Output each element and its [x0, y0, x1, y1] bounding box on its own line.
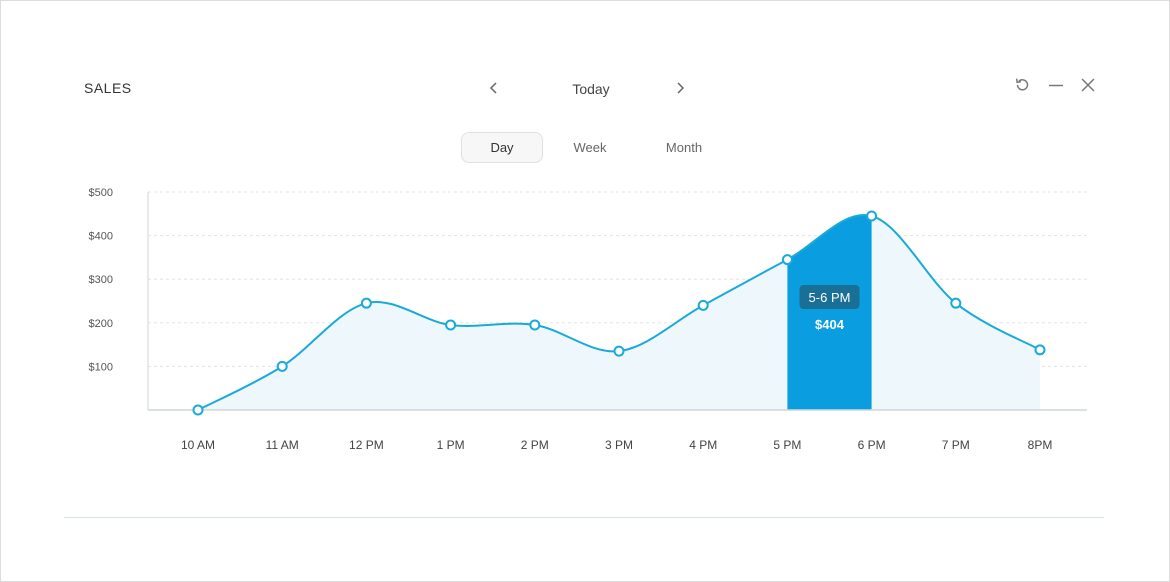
tab-day[interactable]: Day	[461, 132, 543, 163]
data-point[interactable]	[445, 319, 457, 331]
x-tick-label: 11 AM	[266, 438, 299, 452]
y-tick-label: $100	[89, 361, 113, 373]
data-point[interactable]	[360, 297, 372, 309]
tooltip: 5-6 PM $404	[799, 285, 860, 332]
chevron-left-icon[interactable]	[484, 78, 504, 98]
y-tick-label: $500	[89, 187, 113, 199]
x-tick-label: 8PM	[1028, 438, 1053, 452]
close-icon[interactable]	[1077, 74, 1099, 96]
chevron-right-icon[interactable]	[670, 78, 690, 98]
data-point[interactable]	[781, 254, 793, 266]
data-point[interactable]	[697, 299, 709, 311]
x-tick-label: 10 AM	[181, 438, 215, 452]
y-tick-label: $200	[89, 318, 113, 330]
y-tick-label: $400	[89, 231, 113, 243]
y-tick-label: $300	[89, 274, 113, 286]
x-tick-label: 12 PM	[349, 438, 384, 452]
tooltip-range-label: 5-6 PM	[809, 290, 851, 305]
data-point[interactable]	[192, 404, 204, 416]
x-tick-label: 3 PM	[605, 438, 633, 452]
data-point[interactable]	[529, 319, 541, 331]
sales-area	[198, 215, 1040, 410]
tooltip-background	[799, 285, 860, 309]
x-tick-label: 7 PM	[942, 438, 970, 452]
tab-week[interactable]: Week	[573, 140, 607, 155]
refresh-icon[interactable]	[1011, 74, 1033, 96]
data-point[interactable]	[866, 210, 878, 222]
x-tick-label: 1 PM	[437, 438, 465, 452]
x-tick-label: 5 PM	[773, 438, 801, 452]
x-tick-label: 4 PM	[689, 438, 717, 452]
x-tick-label: 2 PM	[521, 438, 549, 452]
data-point[interactable]	[1034, 344, 1046, 356]
tab-month[interactable]: Month	[665, 140, 703, 155]
date-label: Today	[572, 81, 610, 97]
data-point[interactable]	[613, 345, 625, 357]
widget-title: SALES	[84, 80, 132, 96]
x-tick-label: 6 PM	[858, 438, 886, 452]
tooltip-value-label: $404	[815, 317, 845, 332]
data-point[interactable]	[950, 297, 962, 309]
highlight-area	[787, 215, 872, 410]
data-point[interactable]	[276, 360, 288, 372]
minimize-icon[interactable]	[1045, 74, 1067, 96]
